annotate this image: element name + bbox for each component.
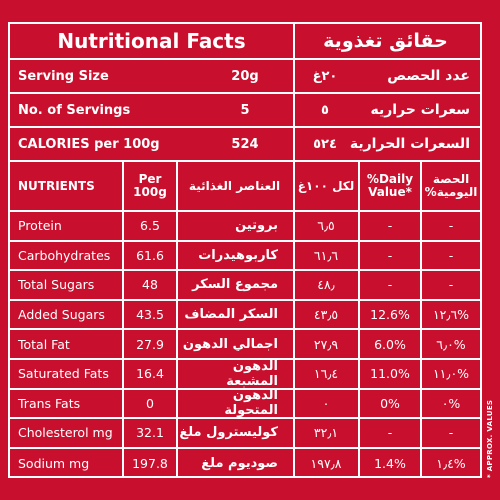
nutrient-row: Added Sugars 43.5 السكر المضاف ٤٣٫٥ 12.6% ١٢٫…	[10, 300, 480, 331]
nutrient-daily-value: 12.6%	[370, 307, 410, 323]
nutrient-daily-value-arabic: ٦٫٠%	[436, 336, 466, 352]
serving-size-label-arabic: عدد الحصص	[387, 68, 470, 84]
per-100g-header-line1: Per	[138, 172, 162, 186]
nutrient-per-100g: 48	[142, 277, 158, 293]
summary-row-serving-size: Serving Size 20g ٢٠غ عدد الحصص	[10, 60, 480, 94]
daily-value-header-arabic-line1: الحصة	[432, 172, 470, 186]
nutrient-name-arabic: الدهون المشبعة	[226, 358, 278, 389]
nutrient-row: Trans Fats 0 الدهون المتحولة ٠ 0% ٠%	[10, 388, 480, 420]
nutrient-name-arabic: السكر المضاف	[184, 307, 278, 323]
title-english: Nutritional Facts	[57, 29, 246, 53]
nutrient-row: Saturated Fats 16.4 الدهون المشبعة ١٦٫٤ 11.0…	[10, 358, 480, 390]
title-arabic: حقائق تغذوية	[323, 30, 448, 52]
per-100g-header-line2: 100g	[133, 185, 167, 199]
nutrient-daily-value-arabic: -	[448, 247, 454, 263]
nutrient-name-arabic: مجموع السكر	[192, 277, 278, 293]
nutrient-per-100g: 197.8	[132, 456, 168, 472]
nutrient-daily-value-arabic: -	[448, 277, 454, 293]
nutrient-name: Protein	[18, 218, 62, 234]
nutrient-per-100g-arabic: ٦١٫٦	[313, 247, 339, 263]
daily-value-header-line2: Value*	[368, 185, 412, 199]
summary-row-servings: No. of Servings 5 ٥ سعرات حراريه	[10, 94, 480, 128]
nutrient-daily-value: 6.0%	[374, 336, 406, 352]
table-header-row: NUTRIENTS Per 100g العناصر الغذائية لكل …	[10, 162, 480, 212]
nutrient-name-arabic: الدهون المتحولة	[224, 388, 278, 419]
nutrient-row: Protein 6.5 بروتين ٦٫٥ - -	[10, 212, 480, 242]
nutrient-name: Added Sugars	[18, 307, 105, 323]
nutrient-name-arabic: كوليسترول ملغ	[179, 425, 278, 441]
nutrient-daily-value-arabic: ١٢٫٦%	[432, 307, 470, 323]
per-100g-header: Per 100g	[124, 162, 176, 210]
nutrient-daily-value: 11.0%	[370, 366, 410, 382]
nutrient-daily-value: 1.4%	[374, 456, 406, 472]
nutrient-name: Trans Fats	[18, 395, 81, 411]
daily-value-header: %Daily Value*	[360, 162, 420, 210]
nutrient-per-100g-arabic: ٦٫٥	[317, 218, 335, 234]
servings-label-arabic: سعرات حراريه	[370, 102, 470, 118]
nutrient-daily-value: -	[387, 218, 393, 234]
nutrient-daily-value-arabic: -	[448, 425, 454, 441]
nutrient-per-100g-arabic: ٣٢٫١	[313, 425, 339, 441]
nutrient-per-100g: 0	[146, 395, 154, 411]
nutrient-daily-value-arabic: ١١٫٠%	[432, 366, 470, 382]
servings-label: No. of Servings	[18, 102, 131, 118]
nutrient-name-arabic: كاربوهيدرات	[198, 247, 278, 263]
nutrient-name: Sodium mg	[18, 456, 90, 472]
nutrient-per-100g-arabic: ٤٨٫	[317, 277, 335, 293]
nutrient-daily-value-arabic: -	[448, 218, 454, 234]
summary-row-calories: CALORIES per 100g 524 ٥٢٤ السعرات الحرار…	[10, 128, 480, 162]
serving-size-label: Serving Size	[18, 68, 109, 84]
nutrient-row: Carbohydrates 61.6 كاربوهيدرات ٦١٫٦ - -	[10, 241, 480, 272]
nutrient-per-100g-arabic: ١٩٧٫٨	[310, 456, 342, 472]
nutrient-name-arabic: بروتين	[235, 218, 278, 234]
calories-label-arabic: السعرات الحرارية	[349, 136, 470, 152]
nutrient-per-100g: 61.6	[136, 247, 164, 263]
nutrient-per-100g: 43.5	[136, 307, 164, 323]
nutrients-header-arabic: العناصر الغذائية	[188, 178, 281, 193]
serving-size-value: 20g	[231, 68, 259, 84]
nutrient-per-100g-arabic: ٤٣٫٥	[313, 307, 339, 323]
nutrient-daily-value-arabic: ١٫٤%	[436, 456, 466, 472]
daily-value-header-arabic-line2: اليومية%	[424, 185, 478, 199]
servings-value-arabic: ٥	[321, 102, 329, 118]
nutrient-daily-value: -	[387, 277, 393, 293]
calories-value-arabic: ٥٢٤	[313, 136, 337, 152]
nutrient-row: Total Sugars 48 مجموع السكر ٤٨٫ - -	[10, 271, 480, 301]
nutrient-name: Carbohydrates	[18, 247, 111, 263]
nutrient-name-arabic: اجمالي الدهون	[182, 336, 278, 352]
nutrient-per-100g: 32.1	[136, 425, 164, 441]
nutrient-daily-value: -	[387, 247, 393, 263]
nutrient-per-100g: 27.9	[136, 336, 164, 352]
nutrient-name: Total Sugars	[18, 277, 95, 293]
nutrient-daily-value: -	[387, 425, 393, 441]
nutrient-per-100g-arabic: ١٦٫٤	[313, 366, 339, 382]
nutrient-name: Total Fat	[18, 336, 70, 352]
nutrient-name-arabic: صوديوم ملغ	[201, 456, 278, 472]
nutrient-per-100g-arabic: ٢٧٫٩	[313, 336, 339, 352]
nutrient-per-100g-arabic: ٠	[322, 395, 330, 411]
title-row: Nutritional Facts حقائق تغذوية	[10, 24, 480, 60]
daily-value-header-arabic: الحصة اليومية%	[422, 162, 480, 210]
nutrient-row: Total Fat 27.9 اجمالي الدهون ٢٧٫٩ 6.0% ٦٫٠%	[10, 330, 480, 360]
nutrient-daily-value: 0%	[380, 395, 400, 411]
nutrient-name: Saturated Fats	[18, 366, 109, 382]
nutrient-row: Cholesterol mg 32.1 كوليسترول ملغ ٣٢٫١ - -	[10, 419, 480, 449]
nutrition-facts-panel: Nutritional Facts حقائق تغذوية Serving S…	[8, 22, 482, 479]
nutrients-header: NUTRIENTS	[18, 178, 95, 193]
calories-label: CALORIES per 100g	[18, 136, 160, 152]
serving-size-value-arabic: ٢٠غ	[312, 68, 338, 84]
nutrient-daily-value-arabic: ٠%	[441, 395, 461, 411]
servings-value: 5	[240, 102, 250, 118]
approx-values-note: * APPROX. VALUES	[486, 399, 494, 478]
nutrient-name: Cholesterol mg	[18, 425, 113, 441]
nutrient-row: Sodium mg 197.8 صوديوم ملغ ١٩٧٫٨ 1.4% ١٫٤%	[10, 448, 480, 479]
daily-value-header-line1: %Daily	[366, 172, 414, 186]
calories-value: 524	[231, 136, 259, 152]
nutrient-per-100g: 16.4	[136, 366, 164, 382]
per-100g-header-arabic: لكل ١٠٠غ	[297, 178, 355, 193]
nutrient-per-100g: 6.5	[140, 218, 160, 234]
